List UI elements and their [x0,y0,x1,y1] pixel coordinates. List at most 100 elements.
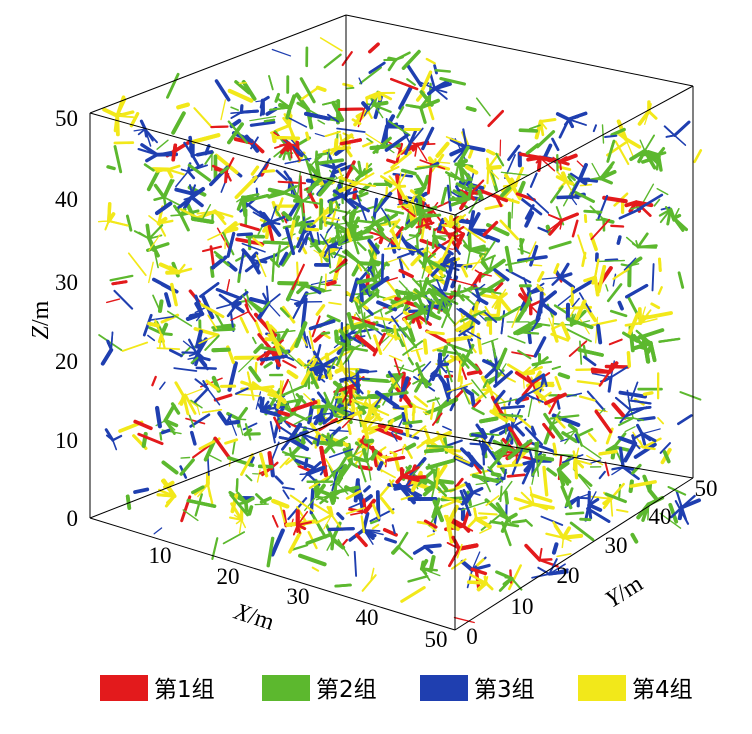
fracture-trace [586,507,611,523]
fracture-trace [313,351,325,367]
fracture-trace [334,146,351,151]
fracture-trace [545,532,565,539]
fracture-trace [106,212,116,223]
fracture-trace [255,493,267,505]
fracture-trace [282,486,295,491]
fracture-trace [401,205,416,218]
fracture-trace [494,398,518,405]
fracture-trace [403,485,422,502]
fracture-trace [407,356,414,366]
fracture-trace [551,542,559,555]
y-axis-title: Y/m [601,571,648,614]
fracture-trace [574,299,587,321]
fracture-trace [288,437,309,451]
fracture-trace [417,196,423,219]
frame-edge-bottom-back-left [89,417,347,519]
fracture-trace [502,576,514,587]
fracture-trace [249,120,276,127]
fracture-trace [389,479,394,488]
fracture-trace [171,143,178,162]
fracture-trace [486,167,490,185]
fracture-trace [551,276,562,286]
fracture-trace [338,181,359,193]
fracture-trace [279,307,290,318]
fracture-trace [163,196,183,207]
fracture-trace [542,422,556,439]
fracture-trace [213,436,231,460]
x-tick-label: 30 [287,584,310,609]
fracture-trace [189,187,206,200]
fracture-trace [454,456,471,464]
fracture-trace [577,427,594,438]
fracture-trace [449,214,467,228]
fracture-trace [406,293,424,300]
fracture-trace [281,438,292,451]
fracture-trace [309,286,322,295]
fracture-trace [311,404,333,409]
fracture-trace [337,538,350,557]
fracture-trace [347,358,351,379]
fracture-trace [404,442,417,451]
fracture-trace [405,103,423,109]
fracture-trace [294,458,314,469]
fracture-trace [237,270,242,283]
fracture-trace [429,72,436,91]
fracture-trace [325,458,334,472]
fracture-trace [440,236,454,263]
fracture-trace [204,144,211,156]
fracture-trace [371,523,380,530]
z-axis-ticks: 0 10 20 30 40 50 [55,106,78,531]
fracture-trace [239,316,249,334]
fracture-trace [529,486,535,506]
fracture-trace [275,169,288,181]
fracture-trace [495,347,508,371]
fracture-trace [326,148,330,165]
fracture-trace [496,463,524,468]
fracture-trace [239,104,244,114]
fracture-trace [472,301,479,322]
fracture-trace [274,475,284,485]
fracture-trace [330,537,346,550]
fracture-trace [133,128,146,132]
fracture-trace [478,278,505,296]
fracture-trace [112,439,118,451]
fracture-trace [190,216,215,224]
fracture-trace [672,216,688,232]
fracture-trace [373,426,403,441]
fracture-trace [555,417,566,429]
fracture-trace [478,283,486,290]
fracture-trace [471,389,480,397]
fracture-trace [590,367,612,374]
fracture-trace [464,481,475,495]
fracture-trace [610,366,629,379]
fracture-trace [348,453,368,462]
fracture-trace [129,112,140,128]
fracture-trace [182,509,199,522]
fracture-trace [220,99,227,121]
fracture-trace [356,241,367,251]
fracture-trace [485,445,503,469]
fracture-trace [377,91,393,101]
fracture-trace [625,283,649,299]
fracture-trace [495,152,505,167]
fracture-trace [368,42,380,54]
fracture-trace [541,276,561,280]
fracture-trace [369,508,395,522]
fracture-trace [616,508,629,513]
fracture-trace [432,160,451,164]
fracture-trace [320,412,333,416]
y-axis-ticks: 0 10 20 30 40 50 [466,476,717,649]
fracture-trace [145,152,159,163]
fracture-trace [148,315,175,322]
fracture-trace [548,394,560,415]
fracture-trace [311,177,323,187]
fracture-trace [469,573,488,585]
frame-edge-top-back-left [89,14,347,114]
fracture-trace [443,357,453,383]
fracture-trace [510,577,523,591]
fracture-trace [191,485,205,495]
fracture-trace [639,318,658,324]
fracture-trace [478,512,498,516]
fracture-trace [636,232,649,249]
fracture-trace [668,502,679,524]
